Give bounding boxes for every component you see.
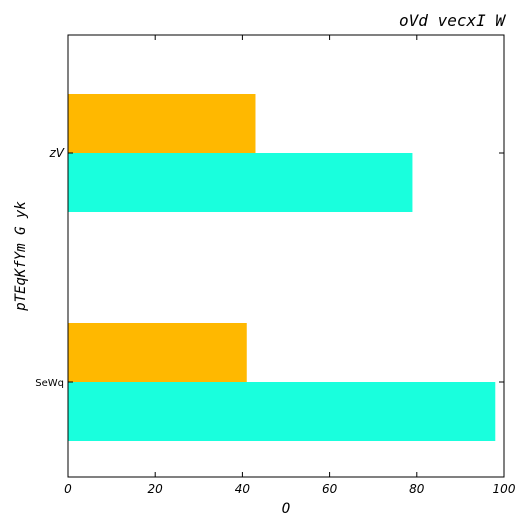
chart-title: oVd vecxI W [399,11,506,30]
bar-sewq-series-2 [68,382,496,441]
bar-zv-series-1 [68,94,256,153]
y-axis-label: pTEqKfYm G yk [13,201,29,312]
x-tick-label: 20 [148,482,164,496]
y-tick-label-zv: zV [48,146,64,160]
bar-zv-series-2 [68,153,413,212]
x-axis-label: O [282,501,290,517]
bars-group [68,94,496,441]
x-tick-label: 60 [322,482,338,496]
x-tick-label: 80 [409,482,425,496]
plot-frame [67,34,505,478]
ticks-group: 0 20 40 60 80 100 zV SeWq [35,35,516,496]
x-tick-label: 0 [64,482,72,496]
x-tick-label: 40 [235,482,251,496]
bar-sewq-series-1 [68,323,247,382]
y-tick-label-sewq: SeWq [35,378,64,389]
x-tick-label: 100 [493,482,516,496]
